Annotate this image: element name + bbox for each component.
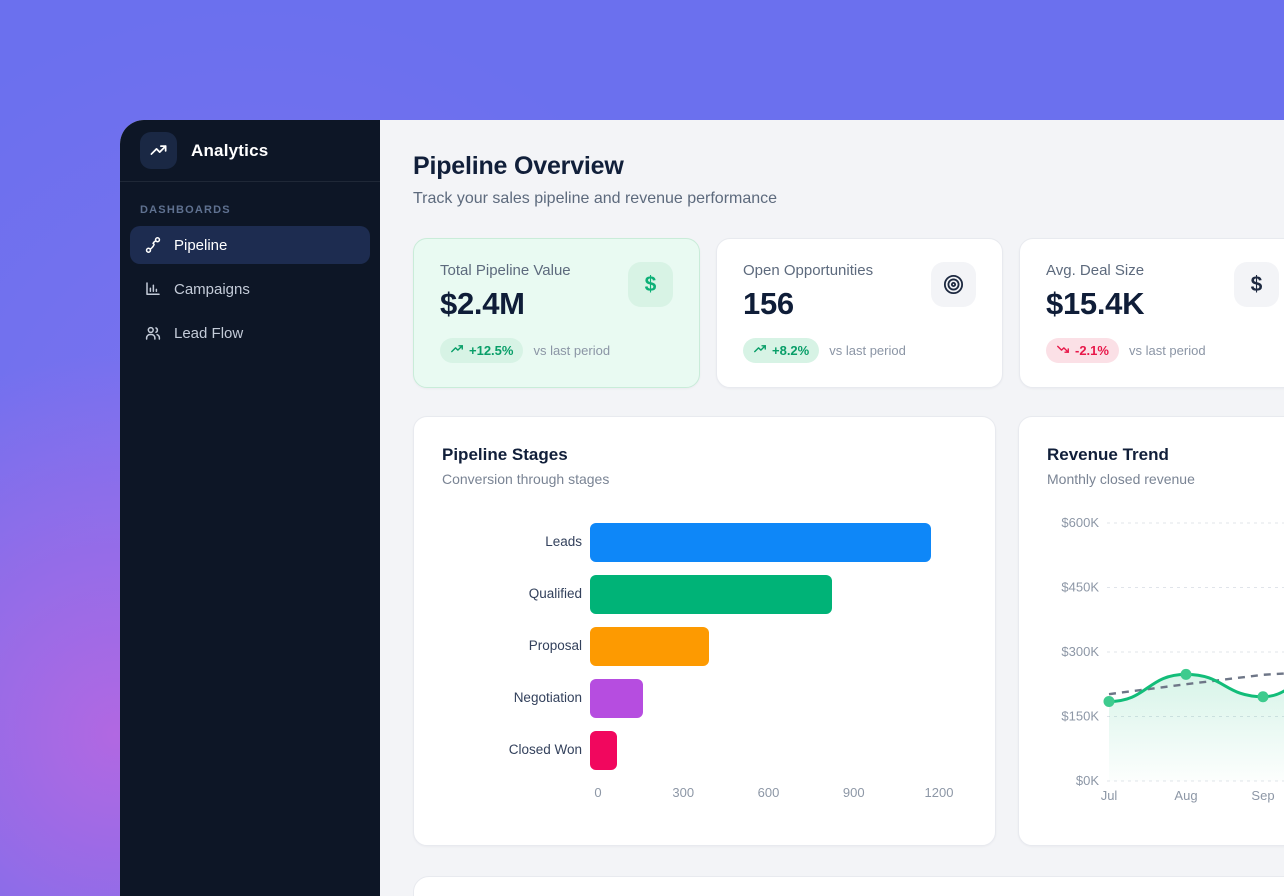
x-axis-tick: 600 bbox=[757, 785, 780, 800]
bar-chart: Leads Qualified Proposal Negotiation Closed … bbox=[442, 523, 967, 770]
kpi-card-avg-deal-size: Avg. Deal Size $15.4K $ -2.1% vs last pe… bbox=[1019, 238, 1284, 388]
data-point[interactable] bbox=[1103, 695, 1115, 707]
y-axis-tick: $600K bbox=[1061, 515, 1099, 530]
y-axis-tick: $300K bbox=[1061, 644, 1099, 659]
page-subtitle: Track your sales pipeline and revenue pe… bbox=[413, 190, 778, 207]
x-axis-tick: Jul bbox=[1101, 788, 1118, 803]
bar-row: Proposal bbox=[442, 627, 967, 666]
y-axis-tick: $450K bbox=[1061, 580, 1099, 595]
kpi-value: $2.4M bbox=[440, 286, 525, 321]
trending-up-logo-icon bbox=[140, 132, 177, 169]
kpi-value: 156 bbox=[743, 286, 794, 321]
stage-bar[interactable] bbox=[590, 679, 643, 718]
sidebar-item-lead-flow[interactable]: Lead Flow bbox=[130, 314, 370, 352]
y-axis-tick: $150K bbox=[1061, 709, 1099, 724]
change-badge: -2.1% bbox=[1046, 338, 1119, 363]
chart-title: Pipeline Stages bbox=[442, 445, 568, 464]
y-axis-tick: $0K bbox=[1076, 773, 1099, 788]
users-icon bbox=[145, 326, 161, 340]
kpi-label: Total Pipeline Value bbox=[440, 262, 571, 279]
x-axis-tick: Aug bbox=[1174, 788, 1197, 803]
bar-chart-icon bbox=[146, 282, 160, 295]
chart-title: Revenue Trend bbox=[1047, 445, 1169, 464]
sidebar-item-label: Pipeline bbox=[174, 236, 228, 254]
sidebar-item-pipeline[interactable]: Pipeline bbox=[130, 226, 370, 264]
x-axis-tick: 0 bbox=[594, 785, 602, 800]
trending-up-icon bbox=[753, 342, 767, 359]
target-icon bbox=[931, 262, 976, 307]
stage-bar[interactable] bbox=[590, 627, 710, 666]
stage-bar[interactable] bbox=[590, 523, 931, 562]
app-title: Analytics bbox=[191, 140, 269, 160]
trending-down-icon bbox=[1056, 342, 1070, 359]
bar-row: Leads bbox=[442, 523, 967, 562]
bar-category-label: Proposal bbox=[528, 638, 582, 654]
dollar-sign-icon: $ bbox=[1234, 262, 1279, 307]
bar-category-label: Closed Won bbox=[508, 742, 582, 758]
charts-row: Pipeline Stages Conversion through stage… bbox=[413, 416, 1284, 846]
trending-up-icon bbox=[450, 342, 464, 359]
dollar-sign-icon: $ bbox=[628, 262, 673, 307]
data-point[interactable] bbox=[1180, 668, 1192, 680]
data-point[interactable] bbox=[1257, 691, 1269, 703]
page-title: Pipeline Overview bbox=[413, 152, 624, 180]
kpi-label: Avg. Deal Size bbox=[1046, 262, 1145, 279]
x-axis-tick: 900 bbox=[842, 785, 865, 800]
bar-category-label: Negotiation bbox=[513, 690, 582, 706]
kpi-card-open-opportunities: Open Opportunities 156 +8.2% vs last per… bbox=[716, 238, 1003, 388]
sidebar: Analytics DASHBOARDS Pipeline Campaigns bbox=[120, 120, 380, 896]
pipeline-stages-card: Pipeline Stages Conversion through stage… bbox=[413, 416, 996, 846]
stage-bar[interactable] bbox=[590, 731, 617, 770]
sidebar-item-label: Campaigns bbox=[174, 280, 250, 298]
sidebar-divider bbox=[120, 181, 380, 182]
x-axis-tick: 300 bbox=[672, 785, 695, 800]
bar-category-label: Qualified bbox=[528, 586, 582, 602]
chart-subtitle: Conversion through stages bbox=[442, 471, 610, 487]
x-axis-tick: Sep bbox=[1251, 788, 1274, 803]
compare-text: vs last period bbox=[829, 343, 906, 358]
bar-category-label: Leads bbox=[545, 534, 582, 550]
kpi-row: Total Pipeline Value $2.4M $ +12.5% vs l… bbox=[413, 238, 1284, 388]
bar-row: Qualified bbox=[442, 575, 967, 614]
sidebar-header: Analytics bbox=[120, 120, 380, 181]
compare-text: vs last period bbox=[533, 343, 611, 358]
kpi-label: Open Opportunities bbox=[743, 262, 874, 279]
app-window: Analytics DASHBOARDS Pipeline Campaigns bbox=[120, 120, 1284, 896]
revenue-trend-card: Revenue Trend Monthly closed revenue $0K… bbox=[1018, 416, 1284, 846]
route-icon bbox=[145, 237, 161, 253]
sidebar-item-label: Lead Flow bbox=[174, 324, 244, 342]
kpi-card-total-pipeline-value: Total Pipeline Value $2.4M $ +12.5% vs l… bbox=[413, 238, 700, 388]
bar-row: Negotiation bbox=[442, 679, 967, 718]
bottom-partial-card bbox=[413, 876, 1284, 896]
bar-chart-x-axis: 0 300 600 900 1200 bbox=[442, 783, 967, 803]
sidebar-nav: Pipeline Campaigns Lead Flow bbox=[120, 226, 380, 358]
chart-subtitle: Monthly closed revenue bbox=[1047, 471, 1195, 487]
stage-bar[interactable] bbox=[590, 575, 832, 614]
bar-row: Closed Won bbox=[442, 731, 967, 770]
main-content: Pipeline Overview Track your sales pipel… bbox=[380, 120, 1284, 896]
sidebar-item-campaigns[interactable]: Campaigns bbox=[130, 270, 370, 308]
x-axis-tick: 1200 bbox=[924, 785, 954, 800]
change-badge: +12.5% bbox=[440, 338, 524, 363]
compare-text: vs last period bbox=[1128, 343, 1206, 358]
sidebar-section-label: DASHBOARDS bbox=[140, 204, 231, 216]
change-badge: +8.2% bbox=[743, 338, 820, 363]
kpi-value: $15.4K bbox=[1046, 286, 1145, 321]
